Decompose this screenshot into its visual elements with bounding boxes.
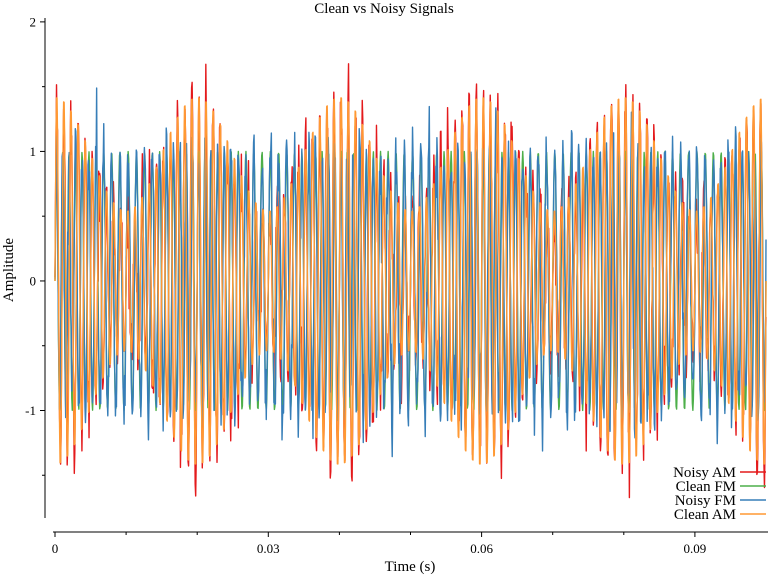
chart-title: Clean vs Noisy Signals (314, 1, 454, 17)
x-tick-label: 0.03 (257, 541, 280, 556)
y-axis-ticks: -1 0 1 2 (25, 14, 45, 476)
legend-label: Noisy FM (675, 493, 736, 509)
y-tick-label: 1 (30, 144, 37, 159)
y-tick-label: 2 (30, 14, 37, 29)
legend-label: Noisy AM (673, 465, 736, 481)
x-tick-label: 0.09 (684, 541, 707, 556)
series-line-clean-am (54, 97, 767, 465)
y-tick-label: 0 (30, 273, 37, 288)
x-axis-label: Time (s) (385, 559, 436, 575)
x-tick-label: 0 (52, 541, 59, 556)
legend-label: Clean AM (674, 507, 736, 523)
x-axis-ticks: 0 0.03 0.06 0.09 (52, 532, 707, 556)
y-axis-label: Amplitude (1, 238, 17, 303)
legend-label: Clean FM (676, 479, 736, 495)
x-tick-label: 0.06 (470, 541, 493, 556)
y-tick-label: -1 (25, 403, 36, 418)
plot-lines (54, 63, 767, 499)
